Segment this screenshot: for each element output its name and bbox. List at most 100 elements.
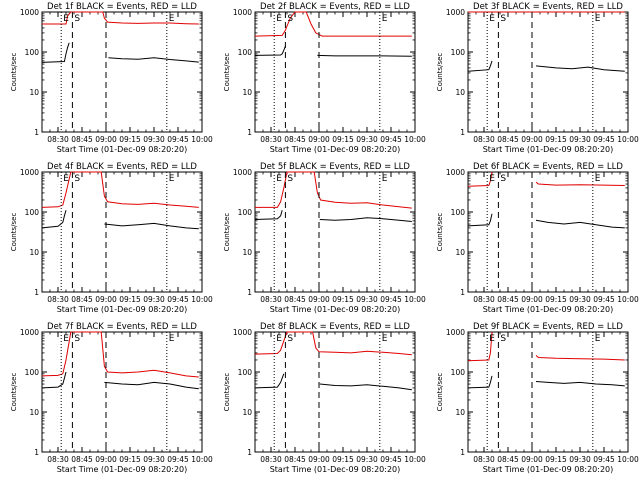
black-series-line — [467, 375, 493, 389]
y-tick-label: 1 — [247, 288, 252, 297]
marker-label: S — [500, 174, 506, 184]
chart-title: Det 6f BLACK = Events, RED = LLD — [473, 162, 623, 172]
red-series-line — [41, 331, 199, 378]
x-tick-label: 10:00 — [191, 135, 213, 144]
y-tick-label: 1000 — [233, 168, 252, 177]
x-tick-label: 08:30 — [473, 295, 495, 304]
x-tick-label: 09:45 — [380, 455, 402, 464]
red-series-line — [41, 171, 199, 208]
red-series-line — [467, 171, 493, 187]
x-tick-label: 09:00 — [521, 295, 543, 304]
y-axis-label: Counts/sec — [436, 213, 444, 252]
y-tick-label: 1 — [460, 448, 465, 457]
y-tick-label: 10 — [242, 248, 252, 257]
x-tick-label: 09:30 — [143, 295, 165, 304]
marker-label: S — [74, 174, 80, 184]
x-tick-label: 10:00 — [617, 295, 639, 304]
x-tick-label: 09:30 — [143, 135, 165, 144]
marker-label: E — [63, 334, 69, 344]
x-tick-label: 09:00 — [95, 295, 117, 304]
black-series-line — [41, 371, 67, 389]
y-axis-label: Counts/sec — [223, 373, 231, 412]
y-tick-label: 100 — [25, 48, 40, 57]
x-tick-label: 09:00 — [308, 135, 330, 144]
y-tick-label: 1000 — [20, 168, 39, 177]
x-tick-label: 08:45 — [71, 295, 93, 304]
x-tick-label: 08:30 — [47, 295, 69, 304]
x-tick-label: 08:30 — [473, 455, 495, 464]
x-tick-label: 09:45 — [593, 455, 615, 464]
marker-label: S — [287, 14, 293, 24]
chart-title: Det 5f BLACK = Events, RED = LLD — [260, 162, 410, 172]
marker-label: E — [595, 174, 601, 184]
marker-label: E — [63, 174, 69, 184]
x-tick-label: 09:45 — [167, 135, 189, 144]
marker-label: E — [382, 174, 388, 184]
x-tick-label: 08:30 — [47, 455, 69, 464]
chart-title: Det 4f BLACK = Events, RED = LLD — [47, 162, 197, 172]
black-series-line — [108, 57, 199, 63]
x-tick-label: 09:15 — [545, 135, 567, 144]
marker-label: E — [276, 334, 282, 344]
black-series-line — [41, 42, 70, 63]
y-tick-label: 1000 — [446, 168, 465, 177]
x-axis-label: Start Time (01-Dec-09 08:20:20) — [57, 465, 188, 474]
marker-label: E — [382, 14, 388, 24]
red-series-line — [254, 331, 412, 356]
y-tick-label: 100 — [25, 208, 40, 217]
chart-title: Det 1f BLACK = Events, RED = LLD — [47, 2, 197, 12]
marker-label: E — [489, 174, 495, 184]
marker-label: E — [489, 14, 495, 24]
x-tick-label: 08:30 — [47, 135, 69, 144]
y-tick-label: 10 — [455, 248, 465, 257]
y-tick-label: 100 — [238, 48, 253, 57]
red-series-line — [254, 11, 412, 37]
marker-label: E — [382, 334, 388, 344]
x-tick-label: 09:00 — [521, 135, 543, 144]
x-tick-label: 09:45 — [593, 135, 615, 144]
x-tick-label: 10:00 — [191, 455, 213, 464]
x-tick-label: 08:30 — [260, 455, 282, 464]
y-tick-label: 1000 — [446, 8, 465, 17]
chart-title: Det 9f BLACK = Events, RED = LLD — [473, 322, 623, 332]
x-tick-label: 08:45 — [284, 455, 306, 464]
x-tick-label: 09:00 — [308, 455, 330, 464]
y-tick-label: 10 — [242, 88, 252, 97]
x-axis-label: Start Time (01-Dec-09 08:20:20) — [57, 305, 188, 314]
y-tick-label: 100 — [451, 208, 466, 217]
x-tick-label: 09:15 — [545, 295, 567, 304]
red-series-line — [535, 181, 625, 186]
y-tick-label: 1000 — [20, 328, 39, 337]
red-series-line — [42, 11, 199, 25]
black-series-line — [319, 383, 412, 391]
y-tick-label: 1000 — [233, 8, 252, 17]
y-tick-label: 100 — [451, 368, 466, 377]
x-axis-label: Start Time (01-Dec-09 08:20:20) — [483, 465, 614, 474]
x-tick-label: 09:30 — [569, 455, 591, 464]
x-tick-label: 09:00 — [95, 135, 117, 144]
marker-label: S — [287, 174, 293, 184]
y-tick-label: 1 — [247, 448, 252, 457]
chart-panel-2: Det 2f BLACK = Events, RED = LLD 1 10 100 10… — [223, 2, 426, 154]
x-tick-label: 09:15 — [119, 295, 141, 304]
y-axis-label: Counts/sec — [10, 53, 18, 92]
black-series-line — [41, 210, 67, 229]
y-axis-label: Counts/sec — [10, 213, 18, 252]
y-tick-label: 1000 — [233, 328, 252, 337]
x-tick-label: 10:00 — [617, 135, 639, 144]
chart-title: Det 2f BLACK = Events, RED = LLD — [260, 2, 410, 12]
x-tick-label: 09:30 — [356, 295, 378, 304]
y-axis-label: Counts/sec — [436, 53, 444, 92]
chart-panel-8: Det 8f BLACK = Events, RED = LLD 1 10 100 10… — [223, 322, 426, 474]
y-axis-label: Counts/sec — [10, 373, 18, 412]
x-tick-label: 08:45 — [71, 135, 93, 144]
x-axis-label: Start Time (01-Dec-09 08:20:20) — [270, 305, 401, 314]
x-tick-label: 10:00 — [191, 295, 213, 304]
x-axis-label: Start Time (01-Dec-09 08:20:20) — [270, 145, 401, 154]
red-series-line — [467, 331, 493, 362]
black-series-line — [317, 54, 412, 57]
marker-label: E — [169, 14, 175, 24]
x-tick-label: 09:30 — [569, 295, 591, 304]
